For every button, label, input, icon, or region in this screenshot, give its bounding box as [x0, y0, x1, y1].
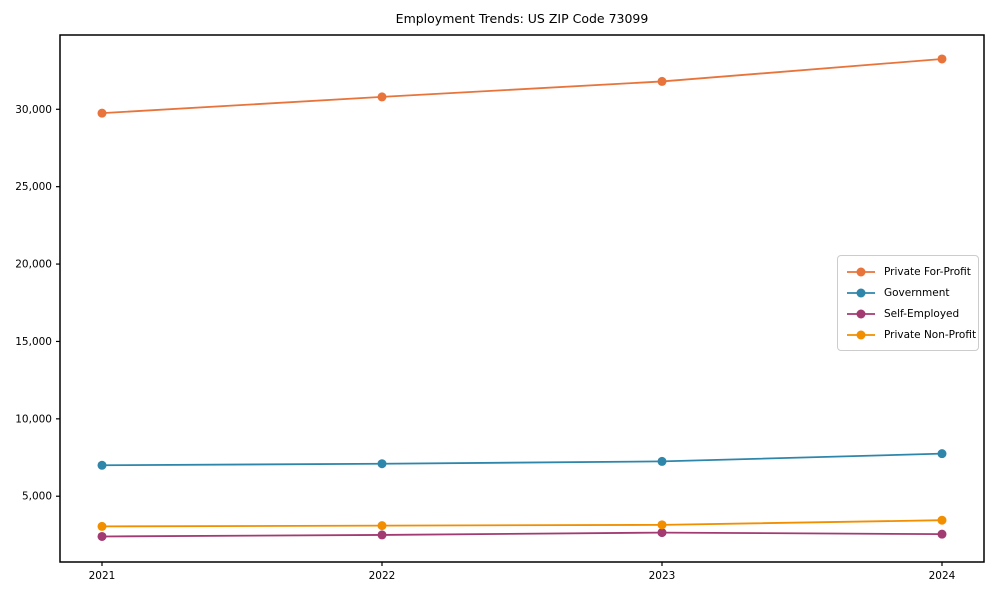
legend-item-private-for-profit: Private For-Profit — [846, 261, 971, 282]
y-axis-tick-label: 25,000 — [15, 181, 52, 193]
legend-item-government: Government — [846, 282, 970, 303]
legend-item-private-non-profit: Private Non-Profit — [846, 324, 976, 345]
data-point-government-2024 — [937, 449, 947, 459]
data-point-private-non-profit-2021 — [97, 521, 107, 531]
series-line-private-non-profit — [101, 519, 943, 528]
data-point-self-employed-2022 — [377, 530, 387, 540]
plot-frame — [59, 34, 985, 563]
data-point-private-for-profit-2023 — [657, 76, 667, 86]
data-point-private-non-profit-2023 — [657, 520, 667, 530]
data-point-private-for-profit-2022 — [377, 92, 387, 102]
series-line-private-for-profit — [101, 58, 943, 115]
data-point-self-employed-2023 — [657, 528, 667, 538]
y-axis-tick-label: 30,000 — [15, 104, 52, 116]
legend-marker-icon — [847, 330, 875, 339]
data-point-government-2023 — [657, 456, 667, 466]
legend-item-label: Private For-Profit — [884, 265, 971, 278]
y-axis-tick-label: 5,000 — [22, 491, 52, 503]
legend-item-label: Self-Employed — [884, 307, 960, 320]
data-point-private-non-profit-2024 — [937, 515, 947, 525]
data-point-private-non-profit-2022 — [377, 521, 387, 531]
y-axis-tick-label: 15,000 — [15, 336, 52, 348]
data-point-government-2022 — [377, 459, 387, 469]
series-line-government — [101, 452, 943, 467]
legend-marker-icon — [847, 267, 875, 276]
series-line-self-employed — [101, 531, 943, 538]
legend-marker-icon — [847, 309, 875, 318]
data-point-private-for-profit-2024 — [937, 54, 947, 64]
data-point-self-employed-2021 — [97, 531, 107, 541]
legend-marker-icon — [847, 288, 875, 297]
x-axis-tick-label: 2024 — [929, 570, 956, 582]
chart-title: Employment Trends: US ZIP Code 73099 — [395, 11, 649, 26]
x-axis-tick-label: 2021 — [89, 570, 116, 582]
legend-item-self-employed: Self-Employed — [846, 303, 970, 324]
x-axis-tick-label: 2022 — [369, 570, 396, 582]
legend-item-label: Government — [884, 286, 950, 299]
y-axis-tick-label: 20,000 — [15, 259, 52, 271]
x-axis-tick-label: 2023 — [649, 570, 676, 582]
data-point-government-2021 — [97, 460, 107, 470]
data-point-private-for-profit-2021 — [97, 108, 107, 118]
y-axis-tick-label: 10,000 — [15, 413, 52, 425]
legend: Private For-Profit Government Self-Employe… — [837, 255, 979, 351]
legend-item-label: Private Non-Profit — [884, 328, 977, 341]
data-point-self-employed-2024 — [937, 529, 947, 539]
